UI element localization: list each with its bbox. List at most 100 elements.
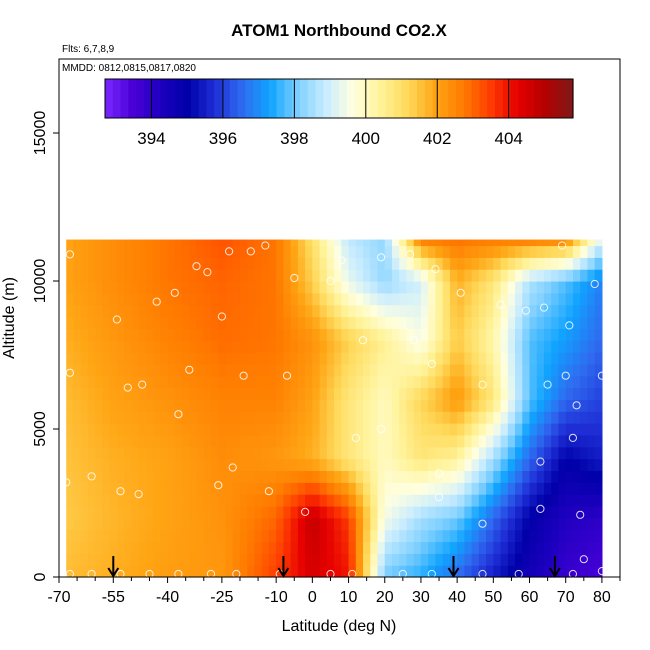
- heatmap-cell: [413, 340, 422, 353]
- heatmap-cell: [153, 434, 161, 448]
- heatmap-cell: [500, 529, 509, 543]
- heatmap-cell: [131, 245, 140, 258]
- heatmap-cell: [261, 399, 270, 412]
- heatmap-cell: [174, 304, 183, 318]
- heatmap-cell: [254, 257, 263, 270]
- heatmap-cell: [522, 387, 531, 400]
- heatmap-cell: [587, 281, 596, 294]
- heatmap-cell: [507, 553, 516, 566]
- heatmap-cell: [377, 375, 386, 389]
- heatmap-cell: [558, 470, 567, 483]
- heatmap-cell: [232, 470, 241, 483]
- heatmap-cell: [283, 375, 292, 389]
- heatmap-cell: [551, 423, 560, 436]
- heatmap-cell: [160, 269, 169, 282]
- heatmap-cell: [297, 446, 306, 460]
- heatmap-cell: [109, 482, 118, 495]
- heatmap-cell: [95, 399, 104, 412]
- heatmap-cell: [471, 363, 480, 377]
- heatmap-cell: [124, 434, 132, 448]
- heatmap-cell: [370, 239, 379, 247]
- heatmap-cell: [457, 387, 465, 400]
- heatmap-cell: [457, 482, 465, 495]
- heatmap-cell: [124, 316, 132, 329]
- heatmap-cell: [319, 387, 328, 400]
- heatmap-cell: [377, 304, 386, 318]
- heatmap-cell: [522, 411, 531, 424]
- heatmap-cell: [218, 340, 227, 353]
- heatmap-cell: [399, 423, 408, 436]
- heatmap-cell: [167, 340, 176, 353]
- heatmap-cell: [232, 505, 241, 519]
- heatmap-cell: [138, 245, 147, 258]
- heatmap-cell: [297, 340, 306, 353]
- heatmap-cell: [319, 399, 328, 412]
- heatmap-cell: [478, 458, 487, 472]
- heatmap-cell: [87, 517, 96, 531]
- colorbar-swatch: [417, 79, 426, 118]
- heatmap-cell: [305, 292, 313, 306]
- colorbar-swatch: [214, 79, 223, 118]
- heatmap-cell: [218, 328, 227, 341]
- heatmap-cell: [435, 328, 444, 341]
- heatmap-cell: [196, 565, 205, 578]
- heatmap-cell: [341, 387, 350, 400]
- heatmap-cell: [203, 541, 212, 554]
- heatmap-cell: [507, 529, 516, 543]
- heatmap-cell: [239, 257, 248, 270]
- heatmap-cell: [334, 553, 342, 566]
- heatmap-cell: [478, 482, 487, 495]
- heatmap-cell: [486, 458, 494, 472]
- heatmap-cell: [413, 328, 422, 341]
- heatmap-cell: [587, 470, 596, 483]
- heatmap-cell: [182, 505, 190, 519]
- heatmap-cell: [522, 257, 531, 270]
- heatmap-cell: [196, 387, 205, 400]
- heatmap-cell: [254, 529, 263, 543]
- heatmap-cell: [145, 505, 154, 519]
- heatmap-cell: [261, 387, 270, 400]
- sample-point: [536, 457, 545, 466]
- heatmap-cell: [580, 375, 589, 389]
- heatmap-cell: [493, 553, 502, 566]
- heatmap-cell: [73, 316, 82, 329]
- heatmap-cell: [420, 239, 429, 247]
- heatmap-cell: [268, 470, 277, 483]
- heatmap-cell: [73, 352, 82, 365]
- heatmap-cell: [348, 434, 357, 448]
- heatmap-cell: [435, 269, 444, 282]
- heatmap-cell: [102, 239, 111, 247]
- sample-point: [543, 380, 552, 389]
- heatmap-cell: [283, 269, 292, 282]
- heatmap-cell: [406, 482, 415, 495]
- heatmap-cell: [413, 494, 422, 507]
- heatmap-cell: [189, 399, 198, 412]
- heatmap-cell: [276, 304, 284, 318]
- heatmap-cell: [160, 494, 169, 507]
- heatmap-cell: [160, 257, 169, 270]
- heatmap-cell: [326, 434, 335, 448]
- heatmap-cell: [406, 458, 415, 472]
- heatmap-cell: [218, 239, 227, 247]
- heatmap-cell: [131, 316, 140, 329]
- heatmap-cell: [73, 494, 82, 507]
- heatmap-cell: [124, 269, 132, 282]
- heatmap-cell: [377, 363, 386, 377]
- heatmap-cell: [471, 529, 480, 543]
- heatmap-cell: [377, 434, 386, 448]
- heatmap-cell: [384, 529, 393, 543]
- heatmap-cell: [225, 399, 234, 412]
- heatmap-cell: [420, 434, 429, 448]
- heatmap-cell: [493, 411, 502, 424]
- heatmap-cell: [334, 239, 342, 247]
- heatmap-cell: [341, 281, 350, 294]
- sample-point: [572, 401, 581, 410]
- heatmap-cell: [80, 328, 89, 341]
- heatmap-cell: [138, 387, 147, 400]
- heatmap-cell: [153, 239, 161, 247]
- heatmap-cell: [145, 363, 154, 377]
- heatmap-cell: [471, 423, 480, 436]
- heatmap-cell: [370, 375, 379, 389]
- heatmap-cell: [377, 269, 386, 282]
- heatmap-cell: [312, 505, 321, 519]
